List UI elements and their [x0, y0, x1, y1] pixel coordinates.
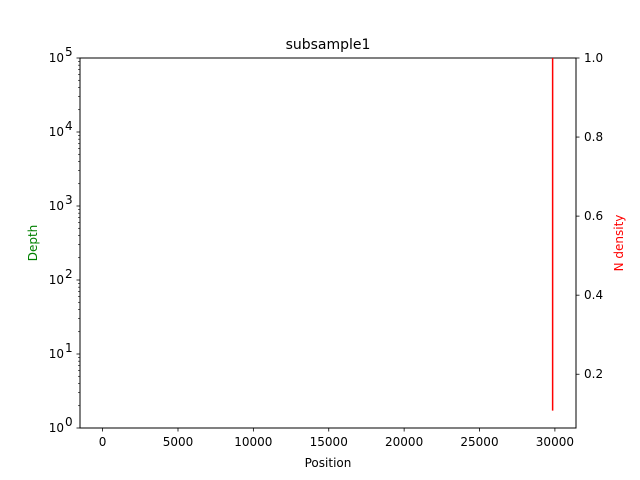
- y-tick-label: 10: [49, 347, 64, 361]
- x-axis-label: Position: [305, 456, 352, 470]
- x-tick-label: 20000: [385, 435, 423, 449]
- x-tick-label: 10000: [234, 435, 272, 449]
- y-tick-label: 10: [49, 51, 64, 65]
- y-axis-right: 0.2 0.4 0.6 0.8 1.0: [576, 51, 603, 381]
- y-tick-exponent: 2: [65, 267, 73, 281]
- y2-tick-label: 0.8: [584, 130, 603, 144]
- y-tick-exponent: 3: [65, 193, 73, 207]
- y2-tick-label: 1.0: [584, 51, 603, 65]
- y2-axis-label: N density: [612, 215, 626, 272]
- y-tick-exponent: 1: [65, 341, 73, 355]
- y2-tick-label: 0.4: [584, 288, 603, 302]
- y-tick-label: 10: [49, 421, 64, 435]
- x-tick-label: 25000: [460, 435, 498, 449]
- chart-title: subsample1: [286, 37, 371, 53]
- x-tick-label: 0: [99, 435, 107, 449]
- y-tick-exponent: 4: [65, 119, 73, 133]
- x-tick-label: 15000: [310, 435, 348, 449]
- y-tick-exponent: 5: [65, 45, 73, 59]
- y2-tick-label: 0.2: [584, 367, 603, 381]
- y2-tick-label: 0.6: [584, 209, 603, 223]
- y-axis-label: Depth: [26, 225, 40, 262]
- x-axis: 0 5000 10000 15000 20000 25000 30000: [99, 428, 574, 449]
- x-tick-label: 30000: [536, 435, 574, 449]
- plot-area: [79, 57, 577, 429]
- x-tick-label: 5000: [163, 435, 194, 449]
- plot-frame: [79, 57, 577, 429]
- y-tick-label: 10: [49, 273, 64, 287]
- y-tick-exponent: 0: [65, 415, 73, 429]
- y-tick-label: 10: [49, 125, 64, 139]
- y-tick-label: 10: [49, 199, 64, 213]
